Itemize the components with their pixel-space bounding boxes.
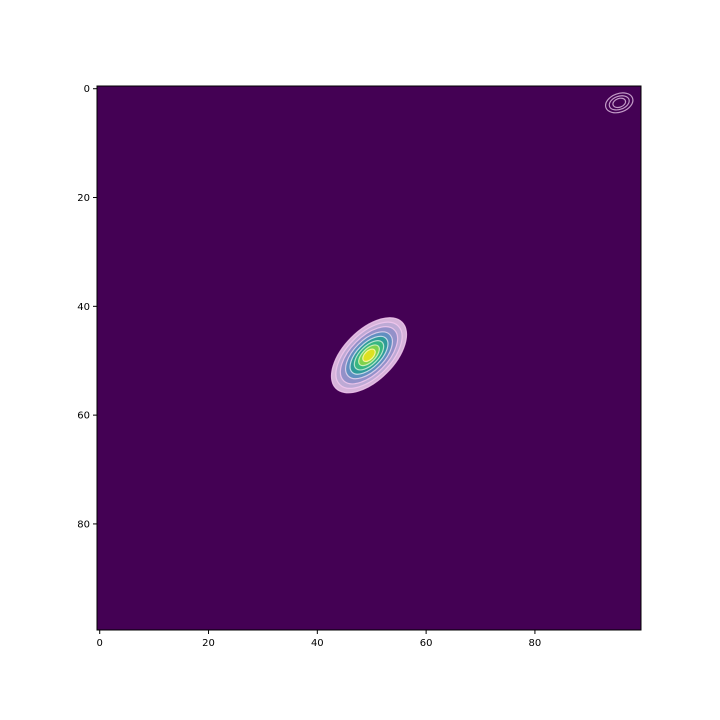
- contour-level-1-2: [612, 97, 627, 109]
- x-tick-label: 20: [202, 638, 215, 649]
- x-axis: 0 20 40 60 80: [97, 630, 542, 649]
- plot-frame: [96, 85, 642, 631]
- x-tick-label: 80: [529, 638, 542, 649]
- y-tick-label: 40: [77, 302, 90, 313]
- y-tick-label: 80: [77, 519, 90, 530]
- contour-level-1-1: [608, 95, 630, 111]
- contour-group-0: [330, 317, 408, 394]
- contour-group-1: [604, 92, 634, 114]
- y-tick-label: 60: [77, 411, 90, 422]
- y-tick-label: 0: [84, 84, 90, 95]
- contour-level-0-7: [362, 348, 376, 363]
- x-tick-label: 0: [97, 638, 103, 649]
- y-tick-label: 20: [77, 193, 90, 204]
- contour-level-1-0: [604, 92, 634, 114]
- x-tick-label: 60: [420, 638, 433, 649]
- x-tick-label: 40: [311, 638, 324, 649]
- y-axis: 0 20 40 60 80: [77, 84, 97, 530]
- plot-area: [96, 85, 642, 631]
